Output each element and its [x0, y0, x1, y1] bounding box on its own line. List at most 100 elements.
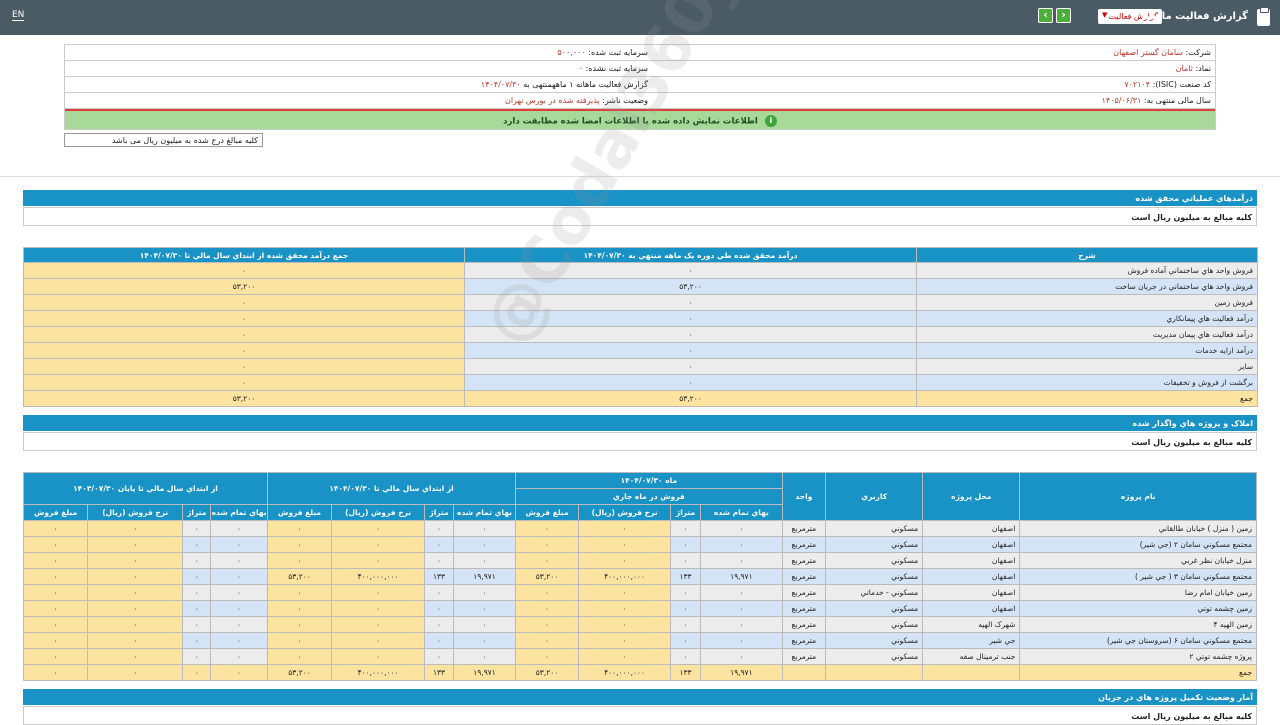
cell-value: ۰	[22, 584, 89, 601]
cell-value: مسكوني	[825, 536, 924, 553]
cell-value: ۰	[22, 520, 89, 537]
project-name: جمع	[1019, 664, 1257, 681]
cell-value: ۴۰۰,۰۰۰,۰۰۰	[331, 568, 426, 585]
section-unit-note: کلیه مبالغ به میلیون ریال است	[23, 432, 1257, 451]
next-report-button[interactable]: ‹	[1038, 8, 1053, 23]
table-row: فروش واحد هاي ساختماني در جريان ساخت ۵۳,۲…	[23, 278, 1258, 295]
column-header: درآمد محقق شده طي دوره يک ماهه منتهي به …	[464, 247, 917, 263]
operating-revenue-table: شرح درآمد محقق شده طي دوره يک ماهه منتهي…	[23, 247, 1258, 407]
transferred-projects-table: نام پروژه محل پروژه كاربري واحد ماه ۱۴۰۴…	[22, 472, 1257, 681]
registered-capital-field: سرمایه ثبت شده: ۵۰۰,۰۰۰	[557, 48, 648, 57]
cell-value: ۵۳,۲۰۰	[23, 278, 465, 295]
cell-value: مترمربع	[781, 600, 827, 617]
symbol-field: نماد: ثامان	[1175, 64, 1211, 73]
cell-value: ۰	[266, 536, 333, 553]
table-row: مجتمع مسكوني سامان ۲ (جي شير) اصفهان مسكون…	[22, 536, 1257, 553]
row-label: فروش واحد هاي ساختماني آماده فروش	[916, 262, 1258, 279]
page-title: گزارش فعالیت ماهانه	[1141, 11, 1248, 22]
cell-value: ۰	[22, 600, 89, 617]
table-row: زمين چشمه توتي اصفهان مسكوني مترمربع ۰ ۰ ۰ ۰ ۰ ۰ ۰…	[22, 600, 1257, 617]
cell-value: ۰	[700, 648, 783, 665]
cell-value: ۰	[87, 616, 184, 633]
info-row: نماد: ثامان سرمایه ثبت نشده: ۰	[65, 61, 1215, 77]
company-value: سامان گستر اصفهان	[1113, 48, 1183, 57]
cell-value: ۰	[464, 358, 917, 375]
table-row: پروژه چشمه توتي ۲ جنب ترمينال صفه مسكوني مت…	[22, 648, 1257, 665]
cell-value: ۰	[266, 584, 333, 601]
cell-value: ۰	[700, 552, 783, 569]
cell-value	[825, 664, 924, 681]
cell-value: ۰	[670, 632, 702, 649]
cell-value: ۱۳۳	[424, 568, 455, 585]
fiscal-year-value: ۱۴۰۵/۰۶/۳۱	[1101, 96, 1142, 105]
language-toggle[interactable]: EN	[12, 10, 25, 21]
cell-value: ۰	[424, 648, 455, 665]
cell-value: ۰	[424, 552, 455, 569]
cell-value: ۴۰۰,۰۰۰,۰۰۰	[578, 568, 672, 585]
table-row: درآمد فعاليت هاي پيمان مديريت ۰ ۰	[23, 326, 1258, 343]
cell-value: ۰	[210, 584, 268, 601]
cell-value: ۰	[22, 616, 89, 633]
section-title-operating-revenue: درآمدهاي عملياتي محقق شده	[23, 190, 1257, 206]
unregistered-capital-field: سرمایه ثبت نشده: ۰	[578, 64, 648, 73]
cell-value: ۰	[23, 342, 465, 359]
cell-value: ۱۳۳	[670, 664, 702, 681]
column-header: نرخ فروش (ريال)	[331, 504, 426, 521]
row-label: درآمد ارايه خدمات	[916, 342, 1258, 359]
cell-value: ۰	[464, 310, 917, 327]
report-type-select[interactable]: گزارش فعالیت ▼	[1098, 9, 1162, 24]
cell-value: ۰	[22, 568, 89, 585]
cell-value: ۰	[464, 294, 917, 311]
cell-value: ۰	[23, 326, 465, 343]
symbol-value: ثامان	[1175, 64, 1193, 73]
cell-value: ۰	[578, 648, 672, 665]
cell-value: اصفهان	[922, 536, 1021, 553]
section-unit-note: کلیه مبالغ به میلیون ریال است	[23, 207, 1257, 226]
column-header: محل پروژه	[922, 472, 1021, 521]
cell-value: ۰	[464, 374, 917, 391]
project-name: زمين ( منزل ) خيابان طالقاني	[1019, 520, 1257, 537]
previous-report-button[interactable]: ›	[1056, 8, 1071, 23]
report-type-value: گزارش فعالیت	[1108, 12, 1158, 21]
cell-value: شهرک الهيه	[922, 616, 1021, 633]
cell-value: ۴۰۰,۰۰۰,۰۰۰	[331, 664, 426, 681]
company-info-panel: شرکت: سامان گستر اصفهان سرمایه ثبت شده: …	[64, 44, 1216, 130]
cell-value: مسكوني	[825, 552, 924, 569]
cell-value: ۰	[515, 600, 580, 617]
cell-value: جنب ترمينال صفه	[922, 648, 1021, 665]
cell-value: ۰	[331, 648, 426, 665]
cell-value: ۰	[453, 600, 517, 617]
column-header: مبلغ فروش	[22, 504, 89, 521]
cell-value: ۰	[670, 552, 702, 569]
cell-value: ۰	[424, 520, 455, 537]
cell-value: ۰	[266, 632, 333, 649]
cell-value: ۰	[182, 552, 212, 569]
row-label: جمع	[916, 390, 1258, 407]
column-header: شرح	[916, 247, 1258, 263]
cell-value: ۱۹,۹۷۱	[453, 664, 517, 681]
cell-value: ۰	[453, 520, 517, 537]
table-row: فروش زمين ۰ ۰	[23, 294, 1258, 311]
row-label: درآمد فعاليت هاي پيمان مديريت	[916, 326, 1258, 343]
table-row: جمع ۵۳,۲۰۰ ۵۳,۲۰۰	[23, 390, 1258, 407]
project-name: مجتمع مسكوني سامان ۲ (جي شير)	[1019, 536, 1257, 553]
column-header: متراژ	[670, 504, 702, 521]
cell-value: مترمربع	[781, 584, 827, 601]
cell-value: ۰	[700, 520, 783, 537]
cell-value: ۰	[331, 632, 426, 649]
table-row: زمين ( منزل ) خيابان طالقاني اصفهان مسكوني…	[22, 520, 1257, 537]
cell-value: ۰	[515, 616, 580, 633]
column-header: از ابتداي سال مالي تا پايان ۱۴۰۳/۰۷/۳۰	[23, 472, 268, 505]
cell-value: ۵۳,۲۰۰	[515, 568, 580, 585]
cell-value: ۰	[331, 584, 426, 601]
cell-value: ۰	[182, 520, 212, 537]
table-row: برگشت از فروش و تخفيفات ۰ ۰	[23, 374, 1258, 391]
column-header: كاربري	[825, 472, 924, 521]
cell-value: ۴۰۰,۰۰۰,۰۰۰	[578, 664, 672, 681]
cell-value: ۰	[670, 616, 702, 633]
info-row: شرکت: سامان گستر اصفهان سرمایه ثبت شده: …	[65, 45, 1215, 61]
cell-value: مسكوني	[825, 632, 924, 649]
publisher-status-field: وضعیت ناشر: پذیرفته شده در بورس تهران	[504, 96, 648, 105]
cell-value: ۰	[182, 600, 212, 617]
cell-value	[922, 664, 1021, 681]
